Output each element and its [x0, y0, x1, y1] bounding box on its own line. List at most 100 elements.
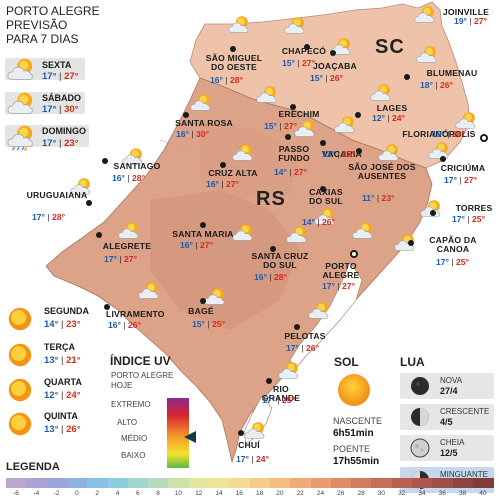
max-temp: 26° [452, 129, 466, 139]
storm-icon [7, 125, 33, 151]
temperature-range: 13° | 26° [44, 425, 81, 435]
legend-swatch [432, 478, 454, 488]
temp-separator: | [433, 80, 441, 90]
temp-separator: | [58, 355, 67, 366]
city-name: URUGUAIANA [26, 190, 88, 200]
river [109, 239, 301, 263]
temperature-range: 15° | 27° [264, 122, 297, 131]
max-temp: 25° [212, 319, 226, 329]
temp-separator: | [275, 395, 283, 405]
min-temp: 19° [432, 129, 445, 139]
max-temp: 26° [128, 320, 142, 330]
forecast-day-label: SEGUNDA [44, 306, 90, 316]
legend-swatch [330, 478, 352, 488]
header-line3: PARA 7 DIAS [6, 32, 79, 46]
state-label-sc: SC [375, 36, 405, 58]
temperature-range: 16° | 27° [180, 241, 213, 250]
legend-swatch [148, 478, 169, 488]
forecast-day-label: QUARTA [44, 377, 82, 387]
sun-icon [338, 374, 370, 406]
city-marker [294, 324, 300, 330]
min-temp: 17° [32, 212, 45, 222]
min-temp: 17° [452, 214, 465, 224]
city-marker [430, 210, 436, 216]
min-temp: 15° [282, 58, 295, 68]
legend-swatch [66, 478, 88, 488]
city-marker [86, 200, 92, 206]
min-temp: 11° [362, 193, 375, 203]
city-marker [104, 304, 110, 310]
partly-cloudy-icon [118, 222, 139, 239]
city-name: LIVRAMENTO [106, 309, 165, 319]
temperature-range: 14° | 23° [44, 320, 81, 330]
temperature-range: 17° | 27° [444, 176, 477, 185]
partly-cloudy-icon [414, 6, 435, 23]
temp-separator: | [467, 16, 475, 26]
city-marker [480, 134, 488, 142]
river [159, 139, 331, 216]
temp-separator: | [287, 167, 295, 177]
legend-swatch [127, 478, 149, 488]
max-temp: 27° [302, 58, 316, 68]
full-moon-icon [410, 438, 430, 458]
min-temp: 16° [254, 272, 267, 282]
legend-swatch [371, 478, 393, 488]
min-temp: 17° [262, 395, 275, 405]
temp-separator: | [277, 121, 285, 131]
temp-separator: | [295, 58, 303, 68]
legend-value: 22 [296, 490, 304, 497]
legend-value: 16 [235, 490, 243, 497]
min-temp: 16° [180, 240, 193, 250]
max-temp: 26° [440, 80, 454, 90]
city-name: PORTO ALEGRE [322, 261, 360, 280]
min-temp: 13° [44, 355, 59, 366]
temp-separator: | [117, 254, 125, 264]
moon-phase-name: NOVA [440, 376, 463, 385]
max-temp: 24° [66, 390, 81, 401]
legend-swatch [290, 478, 311, 488]
legend-swatch [46, 478, 68, 488]
max-temp: 28° [230, 75, 244, 85]
moon-title: LUA [400, 355, 425, 369]
sunrise-time: 6h51min [333, 428, 374, 439]
partly-cloudy-icon [416, 46, 437, 63]
partly-cloudy-icon [308, 302, 329, 319]
max-temp: 23° [66, 319, 81, 330]
city-marker [230, 46, 236, 52]
city-marker [290, 104, 296, 110]
partly-cloudy-icon [428, 142, 449, 159]
temperature-range: 15° | 25° [192, 320, 225, 329]
partly-cloudy-icon [7, 58, 33, 80]
city-name: CAPÃO DA CANOA [429, 235, 477, 254]
partly-cloudy-icon [378, 144, 399, 161]
temp-separator: | [193, 240, 201, 250]
city-marker [183, 112, 189, 118]
max-temp: 26° [306, 343, 320, 353]
partly-cloudy-icon [286, 226, 307, 243]
legend-value: -4 [33, 490, 40, 497]
min-temp: 15° [310, 73, 323, 83]
temperature-range: 16° | 27° [206, 180, 239, 189]
city-name: ALEGRETE [102, 241, 152, 251]
min-temp: 13° [44, 424, 59, 435]
legend-swatch [351, 478, 372, 488]
legend-swatch [249, 478, 271, 488]
legend-value: 20 [276, 490, 284, 497]
state-label-rs: RS [256, 188, 286, 210]
uv-subtitle: PORTO ALEGRE [111, 371, 174, 380]
min-temp: 17° [42, 71, 57, 82]
forecast-day-label: TERÇA [44, 342, 75, 352]
min-temp: 16° [206, 179, 219, 189]
min-temp: 17° [42, 138, 57, 149]
legend-value: -2 [53, 490, 60, 497]
temperature-range: 13° | 21° [44, 356, 81, 366]
max-temp: 27° [200, 240, 214, 250]
legend-value: 10 [174, 490, 182, 497]
legend-swatch [229, 478, 251, 488]
legend-value: 30 [377, 490, 385, 497]
min-temp: 12° [372, 113, 385, 123]
temp-separator: | [323, 73, 331, 83]
temperature-range: 18° | 26° [420, 81, 453, 90]
partly-cloudy-icon [204, 288, 225, 305]
min-temp: 18° [420, 80, 433, 90]
